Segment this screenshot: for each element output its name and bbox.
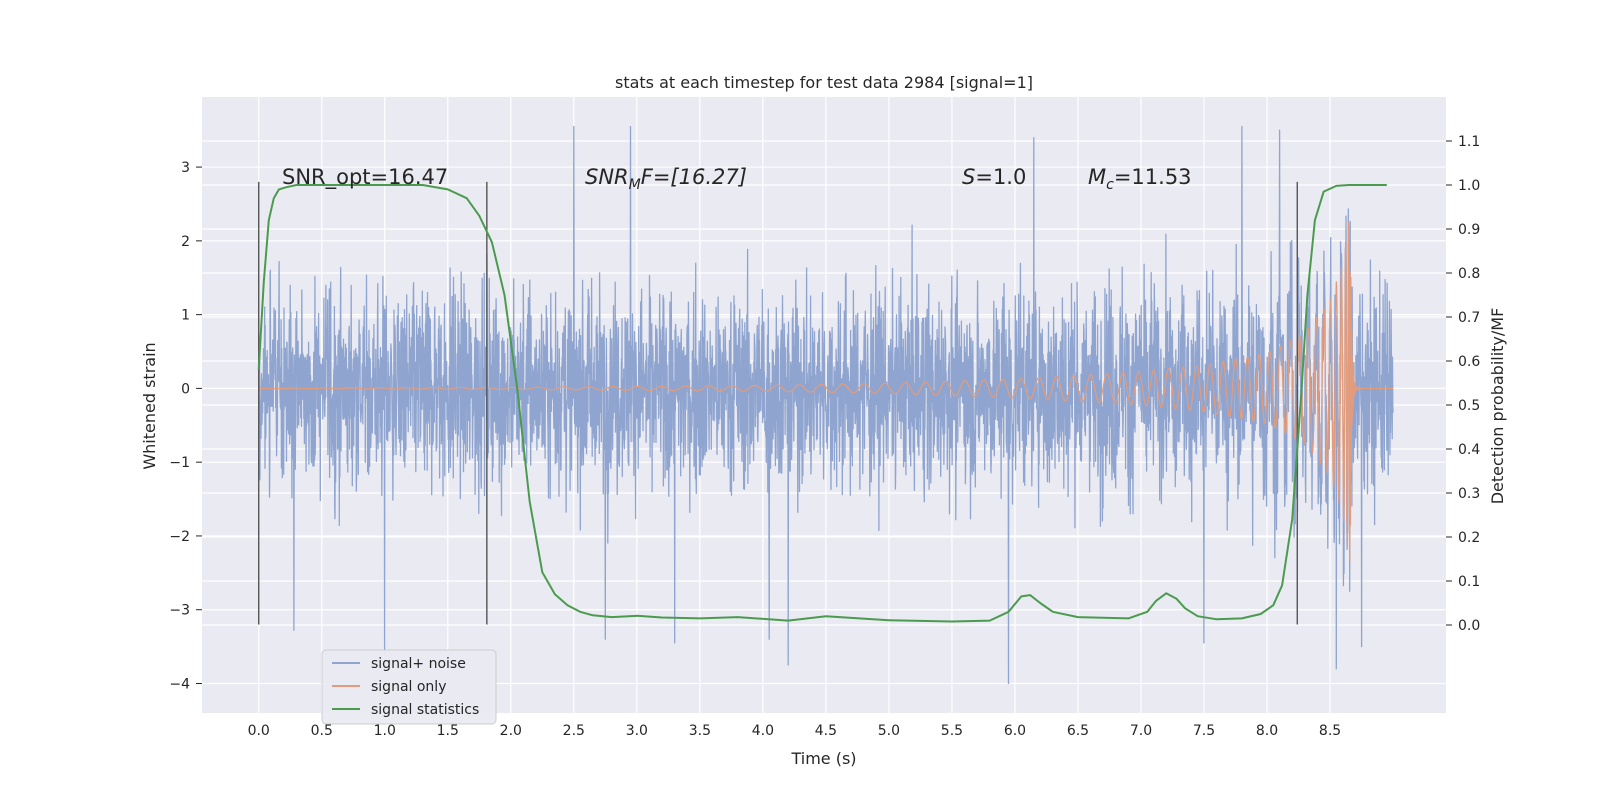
y-axis-label: Whitened strain <box>140 342 159 469</box>
annotation-s: S=1.0 <box>962 165 1026 189</box>
y2-tick-label: 0.9 <box>1458 222 1480 238</box>
signal-noise-line <box>258 125 1394 685</box>
y2-tick-label: 0.8 <box>1458 266 1480 282</box>
x-tick-label: 0.5 <box>311 723 333 739</box>
y2-tick-label: 0.6 <box>1458 354 1480 370</box>
y2-tick-label: 0.1 <box>1458 574 1480 590</box>
annotation-snr-mf: SNRMF=[16.27] <box>585 165 747 193</box>
legend: signal+ noise signal only signal statist… <box>321 649 497 725</box>
x-tick-label: 6.5 <box>1067 723 1089 739</box>
legend-label-signal-noise: signal+ noise <box>371 656 466 672</box>
x-tick-label: 2.0 <box>500 723 522 739</box>
y2-tick-label: 0.7 <box>1458 310 1480 326</box>
y-tick-label: −3 <box>169 603 190 619</box>
x-tick-label: 1.0 <box>374 723 396 739</box>
legend-box <box>321 649 497 725</box>
x-axis-label: Time (s) <box>790 749 856 768</box>
x-tick-label: 3.0 <box>626 723 648 739</box>
x-tick-label: 5.5 <box>941 723 963 739</box>
x-tick-label: 0.0 <box>248 723 270 739</box>
x-tick-label: 1.5 <box>437 723 459 739</box>
chart-title: stats at each timestep for test data 298… <box>615 73 1033 92</box>
x-tick-label: 7.0 <box>1130 723 1152 739</box>
y-tick-label: −4 <box>169 676 190 692</box>
y-tick-label: 2 <box>181 234 190 250</box>
x-tick-label: 4.0 <box>752 723 774 739</box>
legend-label-signal-statistics: signal statistics <box>371 702 479 718</box>
y2-tick-label: 1.0 <box>1458 178 1480 194</box>
y2-tick-label: 0.0 <box>1458 618 1480 634</box>
y-tick-label: 0 <box>181 381 190 397</box>
signal-statistics-line <box>257 184 1387 623</box>
x-tick-label: 5.0 <box>878 723 900 739</box>
legend-label-signal-only: signal only <box>371 679 446 695</box>
series-signal-statistics <box>257 184 1387 623</box>
x-tick-label: 7.5 <box>1193 723 1215 739</box>
x-tick-label: 8.5 <box>1319 723 1341 739</box>
y2-tick-label: 0.3 <box>1458 486 1480 502</box>
vertical-markers <box>258 181 1298 625</box>
annotation-snr-opt: SNR_opt=16.47 <box>282 165 448 190</box>
annotation-mc: Mc=11.53 <box>1088 165 1192 193</box>
signal-only-line <box>258 221 1394 562</box>
y2-tick-label: 0.2 <box>1458 530 1480 546</box>
x-tick-label: 4.5 <box>815 723 837 739</box>
y-tick-label: 1 <box>181 308 190 324</box>
y-tick-label: 3 <box>181 160 190 176</box>
axis-ticks: 0.0 0.5 1.0 1.5 2.0 2.5 3.0 3.5 4.0 4.5 5.0 5.5 6.0 6… <box>169 134 1480 739</box>
y2-tick-label: 0.4 <box>1458 442 1480 458</box>
x-tick-label: 3.5 <box>689 723 711 739</box>
y2-tick-label: 0.5 <box>1458 398 1480 414</box>
y2-axis-label: Detection probability/MF <box>1488 308 1507 505</box>
series-signal-noise <box>258 125 1394 685</box>
x-tick-label: 8.0 <box>1256 723 1278 739</box>
y-tick-label: −2 <box>169 529 190 545</box>
series-signal-only <box>258 221 1394 562</box>
x-tick-label: 6.0 <box>1004 723 1026 739</box>
x-tick-label: 2.5 <box>563 723 585 739</box>
y-tick-label: −1 <box>169 455 190 471</box>
y2-tick-label: 1.1 <box>1458 134 1480 150</box>
